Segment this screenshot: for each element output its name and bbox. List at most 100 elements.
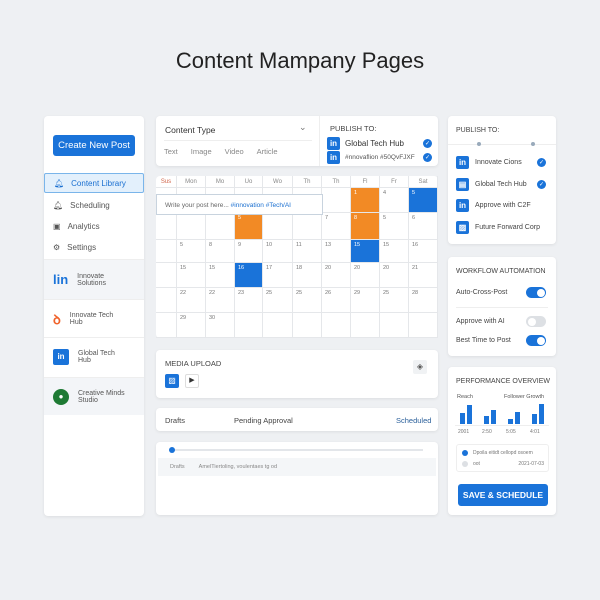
calendar-day-cell[interactable] [156,313,177,338]
reach-label: Reach [457,394,473,400]
calendar-day-cell[interactable] [409,313,438,338]
calendar-day-cell[interactable]: 6 [409,213,438,240]
best-time-toggle[interactable] [526,335,546,346]
calendar-day-cell[interactable]: 15 [206,263,235,288]
calendar-day-cell[interactable]: 26 [322,288,351,313]
upload-settings-icon[interactable]: ◈ [413,360,427,374]
calendar-header-day: Mo [206,176,235,188]
auto-cross-post-toggle[interactable] [526,287,546,298]
account-innovate-solutions[interactable]: lin Innovate Solutions [44,259,144,299]
calendar-day-cell[interactable]: 20 [322,263,351,288]
chart-tick-label: 2001 [458,429,470,435]
calendar-day-cell[interactable] [380,313,409,338]
calendar-day-cell[interactable] [235,313,263,338]
calendar-day-cell[interactable] [322,188,351,213]
linkedin-icon: in [456,199,469,212]
calendar-day-cell[interactable] [263,313,293,338]
follower-growth-label: Follower Growth [504,394,545,400]
option-video[interactable]: Video [224,147,244,156]
calendar-day-cell[interactable] [322,313,351,338]
calendar-day-cell[interactable] [156,263,177,288]
calendar-day-cell[interactable]: 7 [322,213,351,240]
calendar-day-cell[interactable]: 25 [293,288,322,313]
calendar-day-cell[interactable] [293,213,322,240]
calendar-day-cell[interactable]: 21 [409,263,438,288]
calendar-day-cell[interactable]: 10 [263,240,293,263]
option-image[interactable]: Image [190,147,212,156]
account-innovate-tech-hub[interactable]: ꝺ Innovate Tech Hub [44,299,144,337]
calendar-day-cell[interactable]: 23 [235,288,263,313]
calendar-day-cell[interactable]: 28 [409,288,438,313]
sidebar-item-settings[interactable]: ⚙ Settings [53,242,97,252]
calendar-day-cell[interactable]: 8 [206,240,235,263]
calendar-day-cell[interactable]: 20 [380,263,409,288]
check-icon: ✓ [537,158,546,167]
calendar-day-cell[interactable]: 17 [263,263,293,288]
calendar-day-cell[interactable]: 16 [409,240,438,263]
calendar-day-cell[interactable]: 15 [380,240,409,263]
calendar-day-cell[interactable]: 22 [177,288,206,313]
calendar-day-cell[interactable] [177,213,206,240]
calendar-day-cell[interactable]: 22 [206,288,235,313]
sidebar-item-scheduling[interactable]: 🔔︎ Scheduling [53,200,110,210]
content-type-panel [156,116,438,166]
brand-logo-icon: ꝺ [53,311,61,327]
calendar-day-cell[interactable]: 29 [351,288,380,313]
calendar-day-cell[interactable]: 5 [380,213,409,240]
calendar-day-cell[interactable]: 18 [293,263,322,288]
calendar-day-cell[interactable]: 16 [235,263,263,288]
calendar-day-cell[interactable]: 5 [177,240,206,263]
publish-item[interactable]: in #nnovaflion #50QvFJXF ✓ [327,151,432,164]
calendar-day-cell[interactable]: 5 [409,188,438,213]
calendar-day-cell[interactable] [263,213,293,240]
option-article[interactable]: Article [256,147,278,156]
calendar-day-cell[interactable]: 11 [293,240,322,263]
image-upload-icon[interactable]: ▨ [165,374,179,388]
create-new-post-button[interactable]: Create New Post [53,135,135,156]
calendar-day-cell[interactable] [156,288,177,313]
publish-item[interactable]: in Global Tech Hub ✓ [327,137,432,150]
chevron-down-icon[interactable]: ⌄ [299,122,307,132]
publish-item[interactable]: ▤ Global Tech Hub ✓ [456,178,546,191]
chart-bar [532,414,537,424]
tab-pending-approval[interactable]: Pending Approval [234,416,293,425]
calendar-day-cell[interactable] [351,313,380,338]
tab-scheduled[interactable]: Scheduled [396,416,432,425]
publish-item[interactable]: in Approve with C2F [456,199,531,212]
account-global-tech-hub[interactable]: in Global Tech Hub [44,337,144,375]
chart-tick-label: 4:01 [530,429,540,435]
calendar-day-cell[interactable]: 15 [177,263,206,288]
calendar-day-cell[interactable]: 13 [322,240,351,263]
sidebar-item-analytics[interactable]: ▣ Analytics [53,221,100,231]
post-composer-input[interactable]: Write your post here... #innovation #Tec… [156,194,323,215]
calendar-day-cell[interactable]: 25 [380,288,409,313]
account-creative-minds-studio[interactable]: ● Creative Minds Studio [44,377,144,415]
sidebar-item-content-library[interactable]: 🔔︎ Content Library [44,173,144,193]
calendar-day-cell[interactable] [156,240,177,263]
publish-item[interactable]: in Innovate Cions ✓ [456,156,546,169]
calendar-day-cell[interactable]: 5 [235,213,263,240]
publish-to-label: PUBLISH TO: [456,127,500,134]
calendar-day-cell[interactable]: 1 [351,188,380,213]
calendar-day-cell[interactable]: 30 [206,313,235,338]
calendar-day-cell[interactable]: 20 [351,263,380,288]
calendar-day-cell[interactable]: 15 [351,240,380,263]
calendar-day-cell[interactable]: 8 [351,213,380,240]
timeline-handle[interactable] [169,447,175,453]
calendar-day-cell[interactable]: 9 [235,240,263,263]
calendar-day-cell[interactable] [293,313,322,338]
calendar-day-cell[interactable]: 29 [177,313,206,338]
calendar-day-cell[interactable]: 25 [263,288,293,313]
save-schedule-button[interactable]: SAVE & SCHEDULE [458,484,548,506]
publish-item[interactable]: ▨ Future Forward Corp [456,221,540,234]
option-text[interactable]: Text [164,147,178,156]
calendar-day-cell[interactable] [156,213,177,240]
publish-to-label: PUBLISH TO: [330,124,377,133]
calendar-header-day: Th [293,176,322,188]
calendar-day-cell[interactable]: 4 [380,188,409,213]
timeline-track[interactable] [171,449,423,451]
tab-drafts[interactable]: Drafts [165,416,186,425]
calendar-day-cell[interactable] [206,213,235,240]
approve-with-ai-toggle[interactable] [526,316,546,327]
video-upload-icon[interactable]: ▶ [185,374,199,388]
